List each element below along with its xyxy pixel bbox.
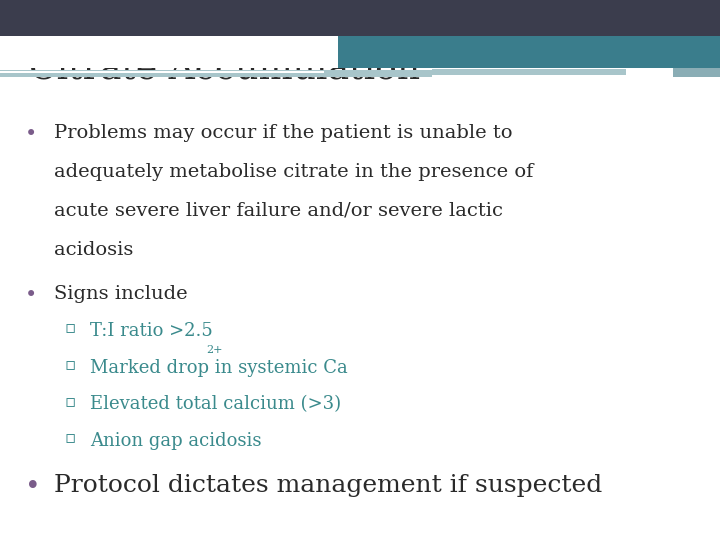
Text: •: • — [25, 124, 37, 144]
Text: Protocol dictates management if suspected: Protocol dictates management if suspecte… — [54, 474, 602, 497]
Text: Marked drop in systemic Ca: Marked drop in systemic Ca — [90, 359, 348, 376]
Text: •: • — [25, 285, 37, 305]
Text: Citrate Accumulation: Citrate Accumulation — [29, 51, 420, 85]
Text: ▫: ▫ — [65, 393, 76, 410]
Text: Elevated total calcium (>3): Elevated total calcium (>3) — [90, 395, 341, 413]
Text: acute severe liver failure and/or severe lactic: acute severe liver failure and/or severe… — [54, 202, 503, 220]
Text: ▫: ▫ — [65, 429, 76, 447]
Text: Anion gap acidosis: Anion gap acidosis — [90, 432, 261, 450]
Text: Problems may occur if the patient is unable to: Problems may occur if the patient is una… — [54, 124, 513, 142]
Text: Signs include: Signs include — [54, 285, 188, 303]
Text: T:I ratio >2.5: T:I ratio >2.5 — [90, 322, 212, 340]
Text: acidosis: acidosis — [54, 241, 133, 259]
Text: •: • — [25, 474, 41, 500]
Text: ▫: ▫ — [65, 319, 76, 337]
Text: ▫: ▫ — [65, 356, 76, 374]
Text: adequately metabolise citrate in the presence of: adequately metabolise citrate in the pre… — [54, 163, 534, 181]
Text: 2+: 2+ — [206, 345, 222, 355]
